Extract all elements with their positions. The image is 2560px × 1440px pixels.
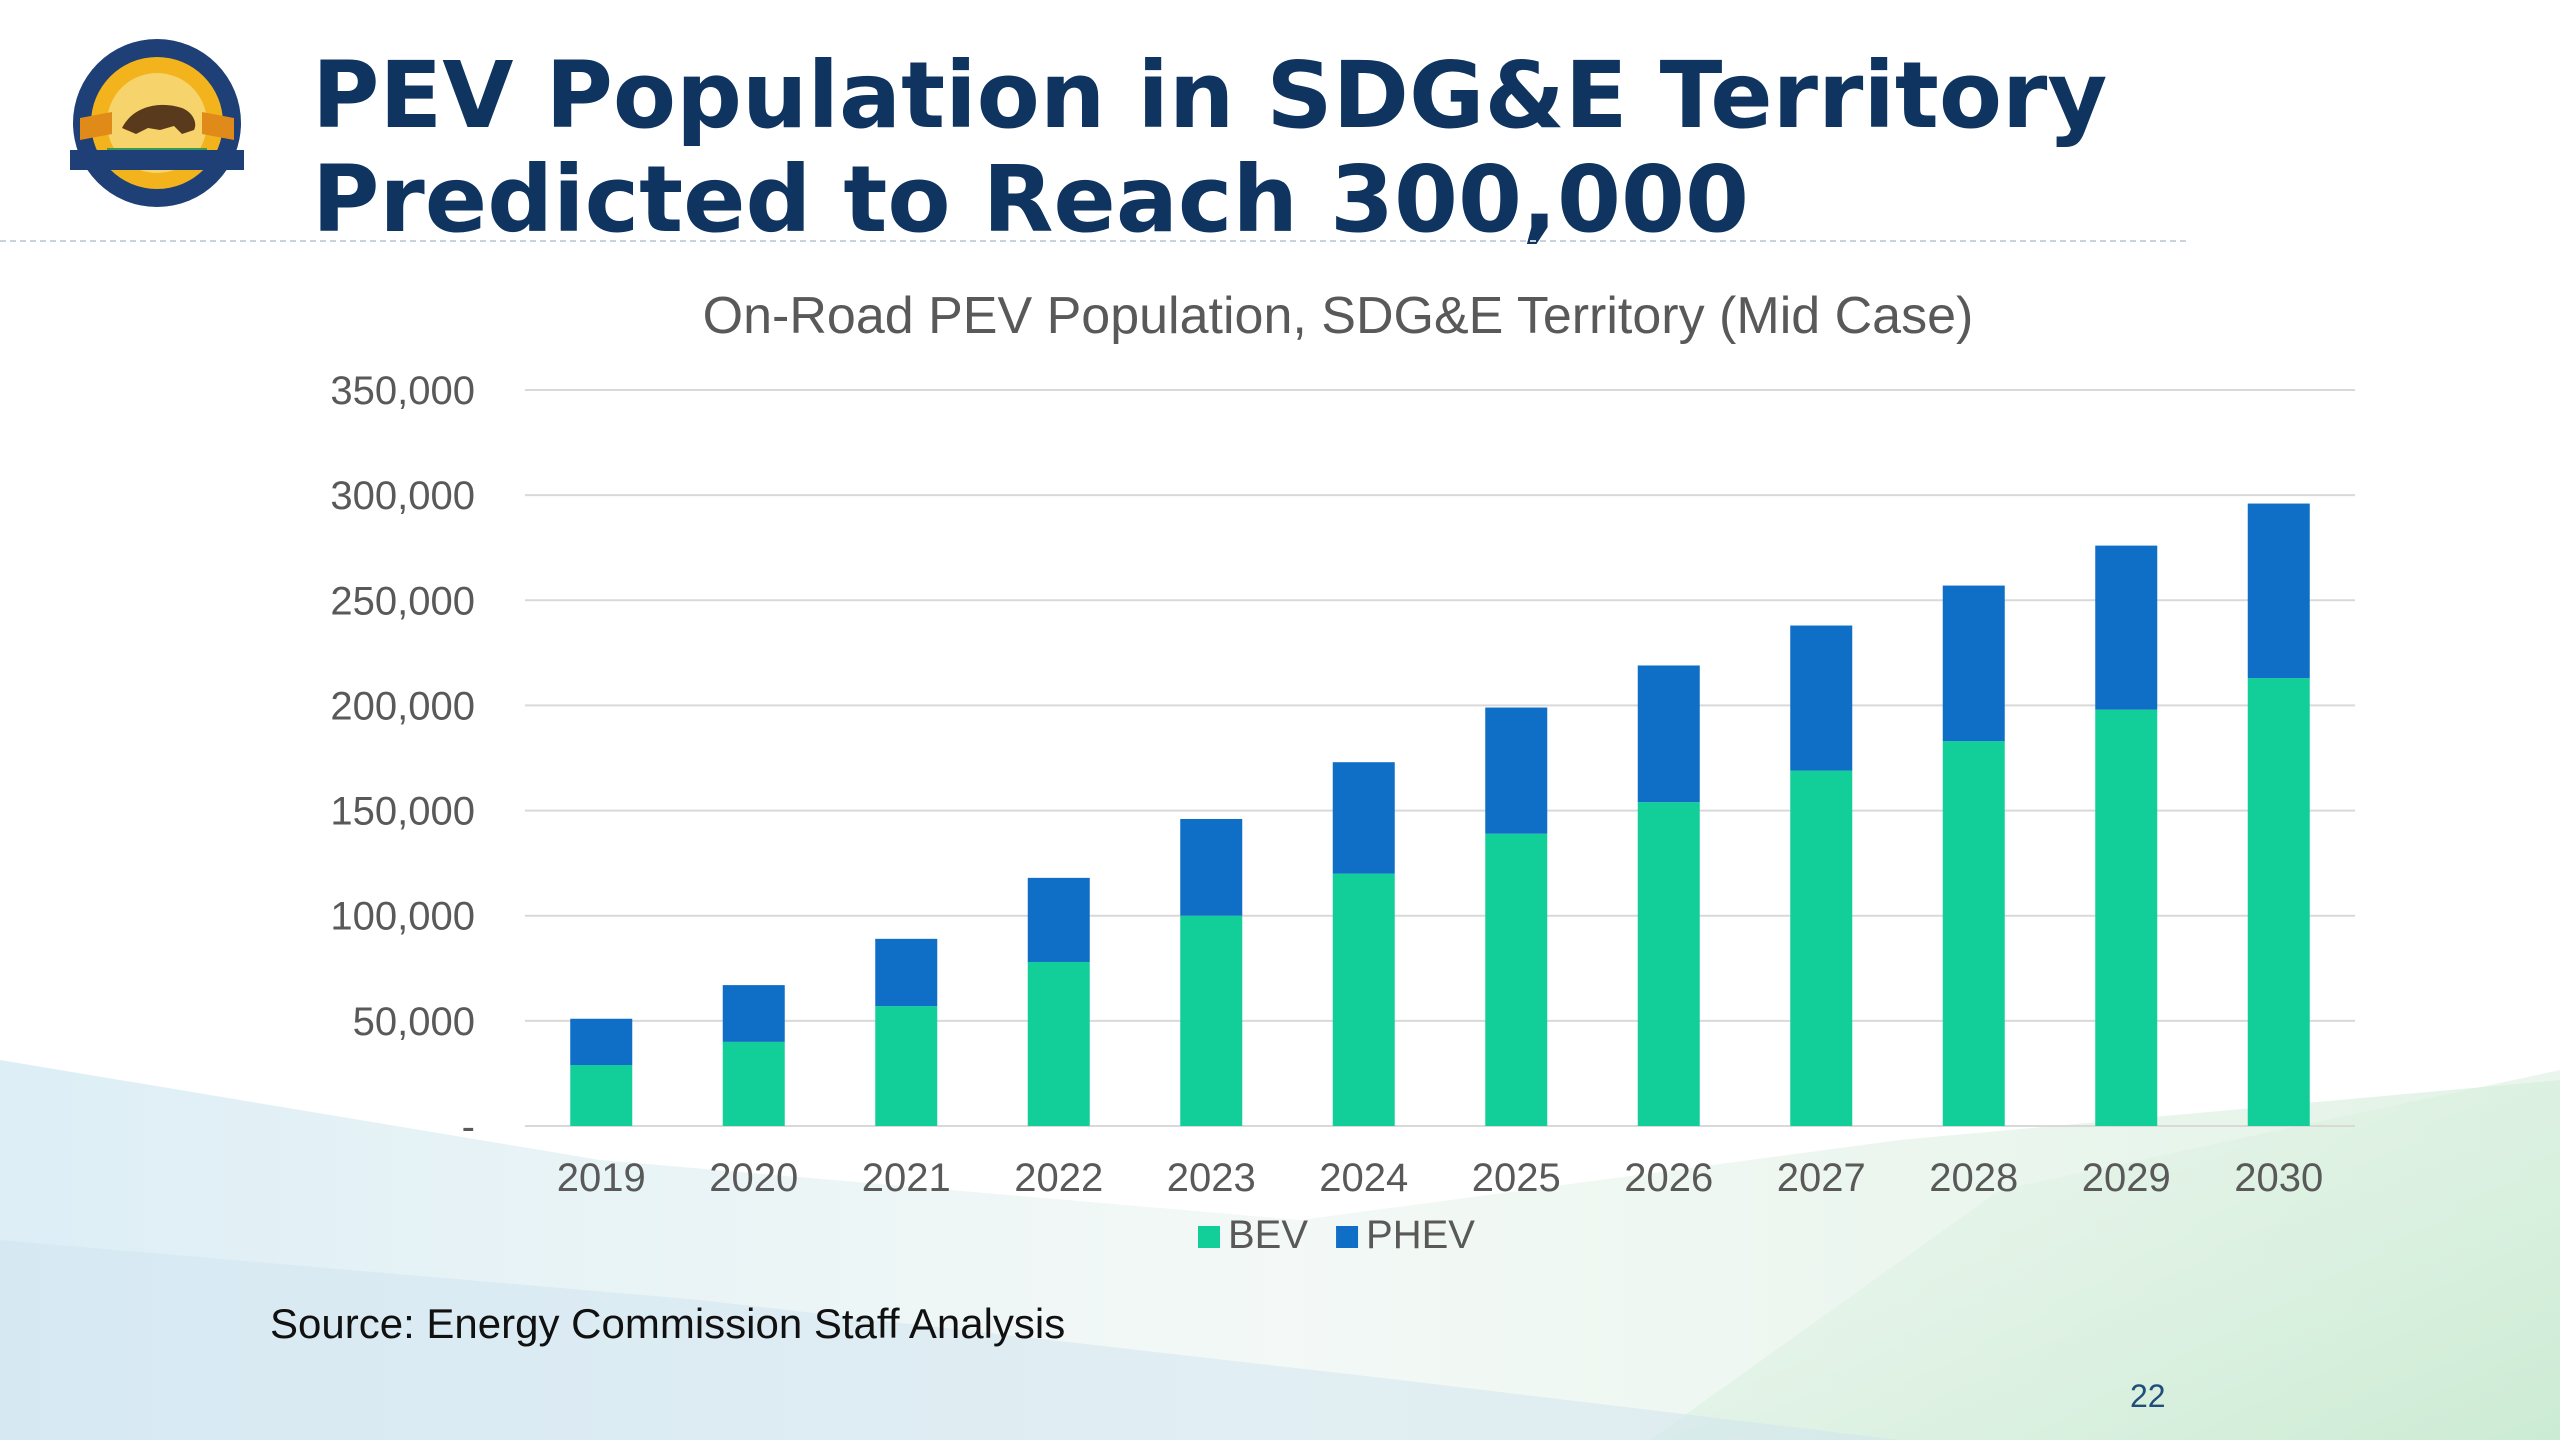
source-note: Source: Energy Commission Staff Analysis [270, 1300, 1066, 1347]
bar-bev-2024 [1332, 873, 1395, 1126]
x-tick-label: 2023 [1167, 1156, 1256, 1200]
bar-phev-2026 [1637, 665, 1700, 803]
bar-phev-2027 [1790, 625, 1853, 771]
x-tick-label: 2030 [2234, 1156, 2323, 1200]
slide-title-line-2: Predicted to Reach 300,000 [312, 146, 1750, 253]
y-tick-label: 300,000 [330, 474, 475, 518]
y-tick-label: 50,000 [353, 1000, 475, 1044]
bar-bev-2022 [1027, 961, 1090, 1126]
y-tick-label: 350,000 [330, 369, 475, 413]
x-tick-label: 2027 [1777, 1156, 1866, 1200]
bar-bev-2029 [2095, 709, 2158, 1126]
bar-phev-2029 [2095, 545, 2158, 710]
x-tick-label: 2019 [557, 1156, 646, 1200]
x-tick-label: 2026 [1624, 1156, 1713, 1200]
y-tick-label: 150,000 [330, 790, 475, 834]
y-tick-label: 200,000 [330, 684, 475, 728]
x-tick-label: 2024 [1319, 1156, 1408, 1200]
x-tick-label: 2021 [862, 1156, 951, 1200]
x-tick-label: 2022 [1014, 1156, 1103, 1200]
bar-bev-2026 [1637, 802, 1700, 1126]
bar-phev-2023 [1180, 818, 1243, 916]
legend-swatch-bev [1198, 1226, 1220, 1248]
bar-bev-2020 [722, 1041, 785, 1126]
y-tick-label: 100,000 [330, 895, 475, 939]
bar-bev-2023 [1180, 915, 1243, 1126]
x-tick-label: 2029 [2082, 1156, 2171, 1200]
legend-label-phev: PHEV [1366, 1213, 1475, 1257]
page-number: 22 [2130, 1378, 2166, 1414]
x-tick-label: 2020 [709, 1156, 798, 1200]
bar-phev-2030 [2247, 503, 2310, 679]
legend-swatch-phev [1336, 1226, 1359, 1248]
bar-bev-2028 [1942, 741, 2005, 1126]
legend-label-bev: BEV [1228, 1213, 1308, 1257]
bar-bev-2030 [2247, 678, 2310, 1126]
bar-bev-2027 [1790, 770, 1853, 1126]
bar-phev-2020 [722, 985, 785, 1042]
slide-title: PEV Population in SDG&E Territory Predic… [312, 44, 2107, 252]
bar-bev-2019 [570, 1065, 633, 1126]
bar-phev-2021 [875, 938, 938, 1007]
y-tick-label: - [462, 1105, 475, 1149]
x-tick-label: 2028 [1929, 1156, 2018, 1200]
bar-phev-2024 [1332, 762, 1395, 874]
x-tick-label: 2025 [1472, 1156, 1561, 1200]
energy-commission-seal-icon [70, 39, 244, 207]
bar-phev-2028 [1942, 585, 2005, 742]
bar-phev-2025 [1485, 707, 1548, 834]
bar-phev-2019 [570, 1018, 633, 1066]
bar-bev-2025 [1485, 833, 1548, 1126]
y-tick-label: 250,000 [330, 579, 475, 623]
slide-title-line-1: PEV Population in SDG&E Territory [312, 42, 2108, 149]
bar-phev-2022 [1027, 877, 1090, 962]
chart-title: On-Road PEV Population, SDG&E Territory … [703, 287, 1974, 345]
title-divider [0, 240, 2186, 242]
bar-bev-2021 [875, 1006, 938, 1126]
